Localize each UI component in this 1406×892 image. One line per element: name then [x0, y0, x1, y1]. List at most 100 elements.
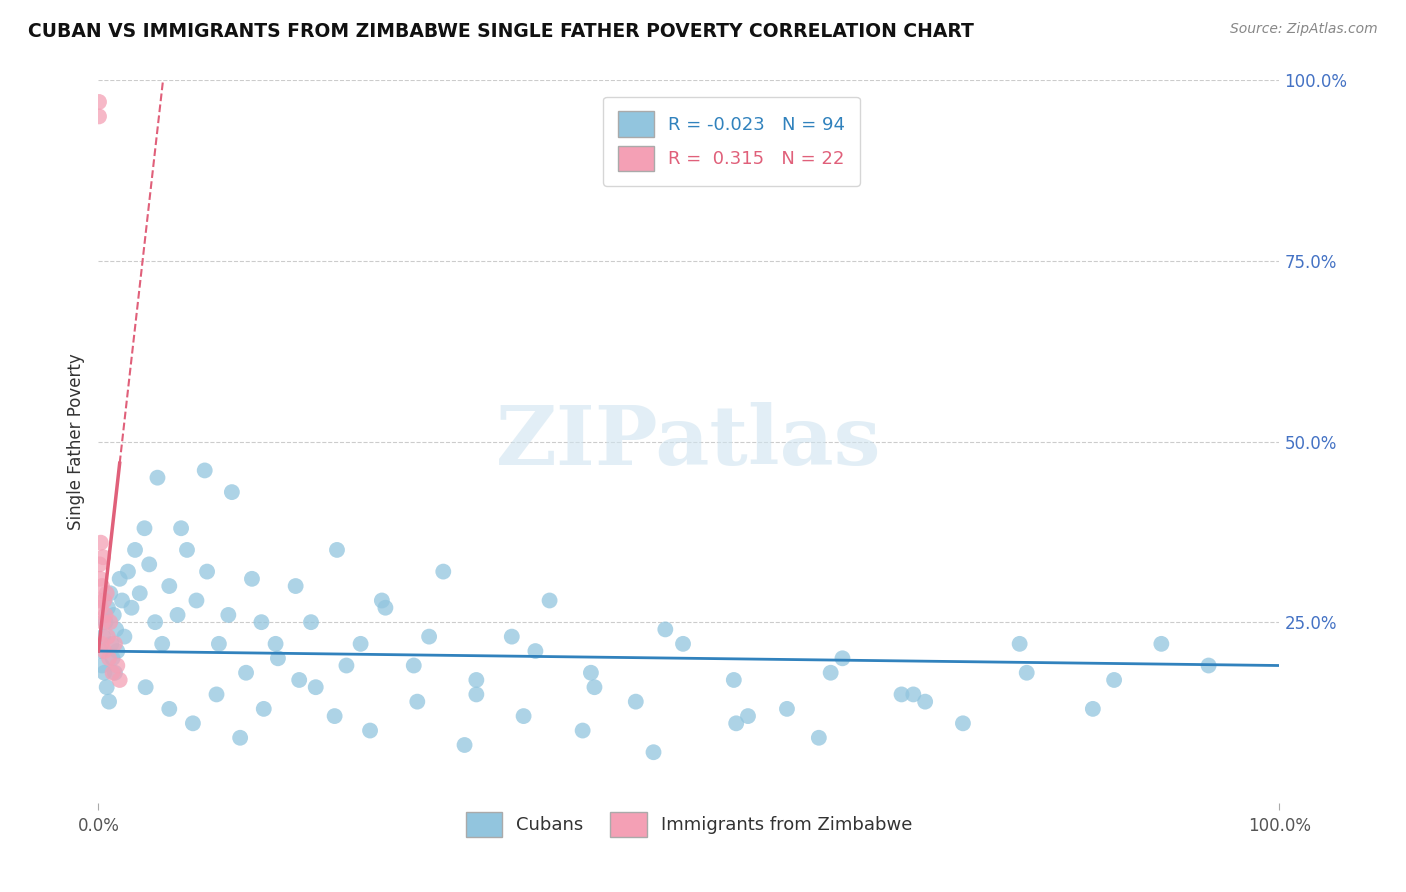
- Point: [96, 586, 118, 600]
- Point: [117, 565, 139, 579]
- Point: [157, 579, 180, 593]
- Point: [89, 558, 111, 572]
- Point: [128, 586, 150, 600]
- Point: [820, 665, 842, 680]
- Point: [406, 695, 429, 709]
- Point: [104, 637, 127, 651]
- Point: [288, 673, 311, 687]
- Point: [138, 558, 160, 572]
- Point: [100, 637, 122, 651]
- Point: [501, 630, 523, 644]
- Point: [91, 630, 114, 644]
- Point: [104, 665, 127, 680]
- Point: [181, 716, 204, 731]
- Text: Source: ZipAtlas.com: Source: ZipAtlas.com: [1230, 22, 1378, 37]
- Point: [103, 607, 125, 622]
- Point: [96, 680, 118, 694]
- Point: [98, 586, 121, 600]
- Point: [111, 593, 134, 607]
- Point: [1198, 658, 1220, 673]
- Point: [94, 615, 117, 630]
- Point: [194, 463, 217, 477]
- Point: [465, 673, 488, 687]
- Text: ZIPatlas: ZIPatlas: [496, 401, 882, 482]
- Point: [94, 607, 117, 622]
- Point: [672, 637, 695, 651]
- Point: [195, 565, 218, 579]
- Legend: Cubans, Immigrants from Zimbabwe: Cubans, Immigrants from Zimbabwe: [458, 805, 920, 845]
- Point: [112, 630, 135, 644]
- Point: [101, 665, 124, 680]
- Point: [91, 658, 114, 673]
- Point: [284, 579, 307, 593]
- Point: [143, 615, 166, 630]
- Point: [1102, 673, 1125, 687]
- Point: [359, 723, 381, 738]
- Point: [205, 687, 228, 701]
- Point: [432, 565, 454, 579]
- Point: [97, 630, 120, 644]
- Point: [157, 702, 180, 716]
- Point: [465, 687, 488, 701]
- Point: [305, 680, 328, 694]
- Point: [93, 644, 115, 658]
- Point: [723, 673, 745, 687]
- Point: [98, 615, 121, 630]
- Point: [374, 600, 396, 615]
- Point: [221, 485, 243, 500]
- Point: [93, 665, 115, 680]
- Point: [90, 600, 112, 615]
- Point: [146, 470, 169, 484]
- Point: [914, 695, 936, 709]
- Point: [418, 630, 440, 644]
- Y-axis label: Single Father Poverty: Single Father Poverty: [66, 353, 84, 530]
- Point: [654, 623, 676, 637]
- Point: [166, 607, 188, 622]
- Point: [91, 579, 114, 593]
- Point: [512, 709, 534, 723]
- Point: [335, 658, 357, 673]
- Point: [229, 731, 252, 745]
- Point: [624, 695, 647, 709]
- Point: [93, 593, 115, 607]
- Point: [776, 702, 799, 716]
- Point: [831, 651, 853, 665]
- Point: [108, 673, 131, 687]
- Point: [538, 593, 561, 607]
- Point: [89, 593, 111, 607]
- Point: [453, 738, 475, 752]
- Point: [323, 709, 346, 723]
- Point: [579, 665, 602, 680]
- Point: [90, 535, 112, 549]
- Point: [121, 600, 143, 615]
- Point: [176, 542, 198, 557]
- Point: [725, 716, 748, 731]
- Point: [1015, 665, 1038, 680]
- Point: [267, 651, 290, 665]
- Point: [90, 644, 112, 658]
- Point: [235, 665, 257, 680]
- Point: [299, 615, 322, 630]
- Point: [402, 658, 425, 673]
- Point: [903, 687, 925, 701]
- Point: [1081, 702, 1104, 716]
- Point: [105, 644, 128, 658]
- Point: [217, 607, 239, 622]
- Point: [108, 572, 131, 586]
- Point: [150, 637, 173, 651]
- Point: [186, 593, 208, 607]
- Point: [371, 593, 394, 607]
- Point: [1150, 637, 1173, 651]
- Point: [91, 637, 114, 651]
- Point: [240, 572, 263, 586]
- Point: [264, 637, 287, 651]
- Point: [87, 110, 110, 124]
- Point: [105, 658, 128, 673]
- Point: [952, 716, 974, 731]
- Point: [98, 651, 121, 665]
- Point: [890, 687, 912, 701]
- Text: CUBAN VS IMMIGRANTS FROM ZIMBABWE SINGLE FATHER POVERTY CORRELATION CHART: CUBAN VS IMMIGRANTS FROM ZIMBABWE SINGLE…: [28, 22, 974, 41]
- Point: [91, 550, 114, 565]
- Point: [91, 615, 114, 630]
- Point: [253, 702, 276, 716]
